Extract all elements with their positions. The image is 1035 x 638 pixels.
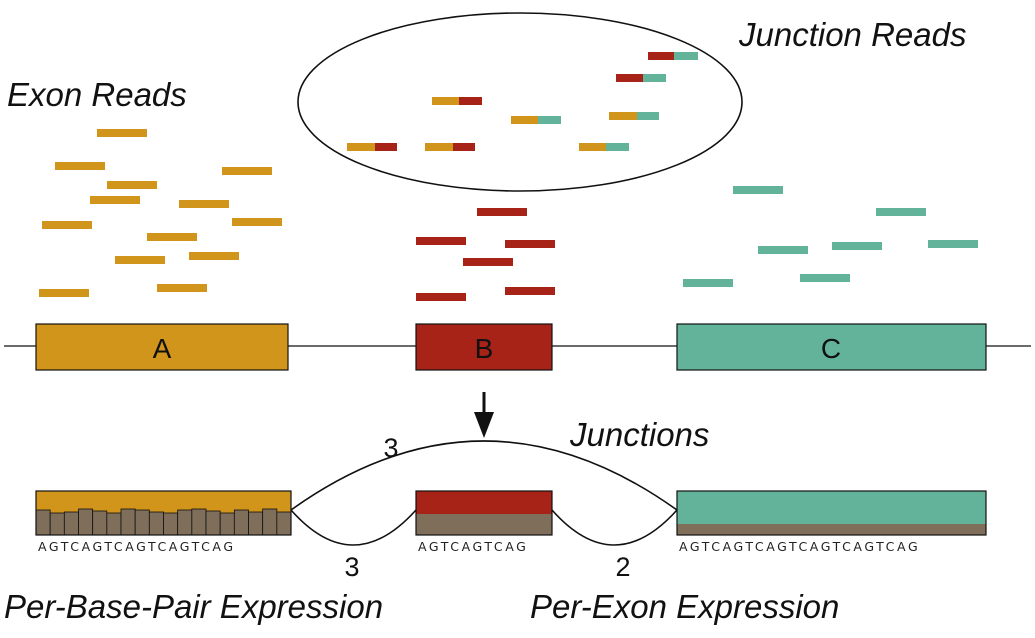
junction-read-b-part [453, 143, 475, 151]
exon-read-c [876, 208, 926, 216]
coverage-bar [120, 508, 136, 536]
exon-read-a [232, 218, 282, 226]
exon-read-b [463, 258, 513, 266]
expression-exon-c [677, 491, 986, 524]
junction-arc-b-c [551, 509, 678, 546]
junction-count-a-b: 3 [344, 552, 359, 582]
exon-read-a [157, 284, 207, 292]
per-base-coverage-bars [35, 508, 292, 536]
exon-read-a [179, 200, 229, 208]
exon-read-a [90, 196, 140, 204]
coverage-bar [106, 512, 122, 536]
exon-read-a [222, 167, 272, 175]
junction-read-c-part [674, 52, 698, 60]
junction-read-c-part [643, 74, 666, 82]
exon-read-b [477, 208, 527, 216]
exon-b-label: B [475, 333, 494, 364]
junction-reads-ellipse [297, 12, 743, 192]
exon-c-box [676, 323, 987, 371]
junction-read-a-part [511, 116, 538, 124]
exon-read-a [97, 129, 147, 137]
coverage-bar [276, 511, 292, 536]
junction-reads-group [347, 52, 698, 151]
exon-read-c [733, 186, 783, 194]
coverage-bar [148, 511, 164, 536]
exon-read-a [107, 181, 157, 189]
exon-read-a [115, 256, 165, 264]
junction-read-c-part [606, 143, 629, 151]
sequence-exon-b: AGTCAGTCAG [418, 539, 528, 554]
exon-read-a [42, 221, 92, 229]
exon-c-label: C [821, 333, 841, 364]
junction-reads-label: Junction Reads [738, 16, 966, 53]
coverage-bar [262, 508, 278, 536]
per-base-pair-expression-label: Per-Base-Pair Expression [4, 588, 383, 625]
junction-read-b-part [375, 143, 397, 151]
exon-read-a [189, 252, 239, 260]
exon-read-b [416, 237, 466, 245]
exon-read-b [416, 293, 466, 301]
expression-exon-a-outline [35, 490, 292, 536]
junction-read-b-part [459, 97, 482, 105]
exon-a-label: A [153, 333, 172, 364]
exon-reads-label: Exon Reads [7, 76, 187, 113]
junction-read-a-part [432, 97, 459, 105]
down-arrow-icon [474, 392, 494, 438]
junction-read-b-part [616, 74, 643, 82]
exon-read-a [39, 289, 89, 297]
expression-exon-c-outline [676, 490, 987, 536]
exon-a-box [35, 323, 289, 371]
junction-count-a-c: 3 [383, 433, 398, 463]
junction-read-a-part [579, 143, 606, 151]
junction-arc-a-b [290, 509, 417, 546]
junctions-label: Junctions [569, 416, 709, 453]
coverage-bar [49, 512, 65, 536]
exon-read-c [832, 242, 882, 250]
sequence-exon-a: AGTCAGTCAGTCAGTCAG [38, 539, 236, 554]
junction-read-a-part [609, 112, 637, 120]
expression-exon-b-outline [415, 490, 553, 536]
per-exon-expression-label: Per-Exon Expression [530, 588, 839, 625]
coverage-bar [163, 512, 179, 536]
junction-count-b-c: 2 [615, 552, 630, 582]
expression-exon-c-coverage [677, 524, 986, 535]
coverage-bar [92, 510, 108, 536]
coverage-bar [134, 509, 150, 536]
coverage-bar [177, 509, 193, 536]
coverage-bar [78, 508, 94, 536]
expression-exon-b [416, 491, 552, 514]
exon-b-box [415, 323, 553, 371]
exon-read-a [147, 233, 197, 241]
exon-read-b [505, 240, 555, 248]
junction-read-b-part [648, 52, 674, 60]
junction-arc-a-c [290, 440, 678, 511]
exon-read-c [928, 240, 978, 248]
exon-read-b [505, 287, 555, 295]
junction-read-a-part [425, 143, 453, 151]
exon-read-c [800, 274, 850, 282]
junction-read-a-part [347, 143, 375, 151]
exon-read-c [758, 246, 808, 254]
coverage-bar [233, 509, 249, 536]
sequence-exon-c: AGTCAGTCAGTCAGTCAGTCAG [679, 539, 920, 554]
coverage-bar [248, 511, 264, 536]
coverage-bar [219, 512, 235, 536]
expression-exon-b-coverage [416, 514, 552, 535]
coverage-bar [35, 509, 51, 536]
exon-read-a [55, 162, 105, 170]
junction-read-c-part [637, 112, 659, 120]
junction-read-c-part [538, 116, 561, 124]
coverage-bar [191, 508, 207, 536]
coverage-bar [63, 511, 79, 536]
exon-read-c [683, 279, 733, 287]
exon-reads-group [39, 129, 978, 301]
coverage-bar [205, 510, 221, 536]
